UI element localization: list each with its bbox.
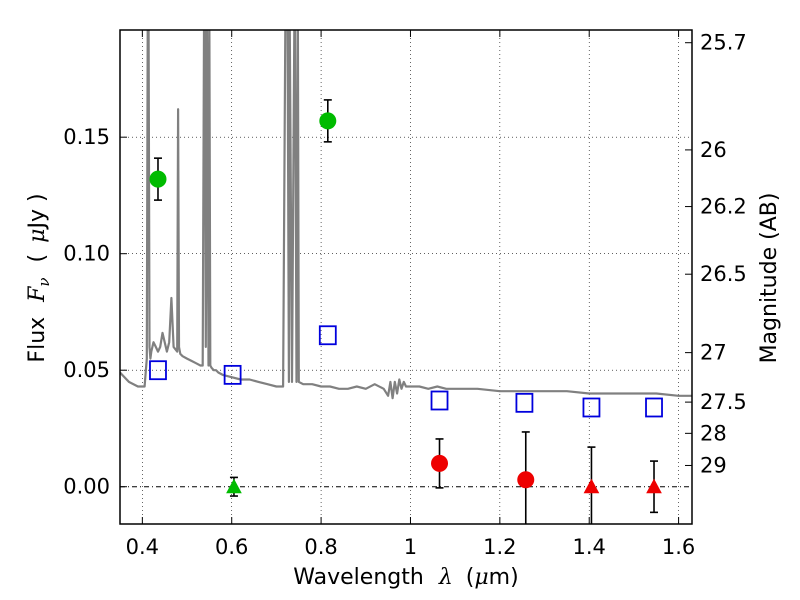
x-tick-label: 1.2 [483, 535, 516, 559]
model-flux-square [430, 390, 449, 411]
y-axis-label-text: Flux [25, 317, 50, 363]
model-flux-square [515, 392, 534, 413]
mag-tick-label: 27 [700, 341, 727, 365]
mag-tick-label: 29 [700, 453, 727, 477]
x-tick-label: 0.8 [304, 535, 337, 559]
mag-tick-label: 26 [700, 138, 727, 162]
series-layer [120, 30, 692, 524]
y-axis-label-unit-rest: Jy ) [25, 193, 50, 230]
y-axis-label: Flux Fν ( μJy ) [25, 193, 55, 362]
x-axis-label-text: Wavelength [293, 565, 424, 590]
model-flux-square [223, 364, 242, 385]
mag-tick-label: 28 [700, 421, 727, 445]
y-tick-label: 0.05 [63, 358, 110, 382]
mag-tick-label: 27.5 [700, 390, 747, 414]
y-axis-label-unit-open: ( [25, 254, 50, 263]
photometry-point [517, 471, 535, 489]
photometry-point [431, 454, 449, 472]
y-axis-label-subscript: ν [35, 277, 53, 286]
plot-frame [119, 29, 693, 525]
y-axis-label-unit-mu: μ [25, 229, 50, 243]
y-tick-label: 0.00 [63, 475, 110, 499]
y-axis-label-symbol: F [25, 286, 50, 303]
model-flux-square [582, 397, 601, 418]
plot-area [120, 30, 692, 524]
y-tick-label: 0.15 [63, 125, 110, 149]
model-flux-square [318, 325, 337, 346]
grid [120, 30, 692, 524]
y-tick-label: 0.10 [63, 242, 110, 266]
upper-limit-triangle [583, 478, 600, 494]
upper-limit-triangle [226, 478, 242, 494]
x-axis-label-unit-open: ( [466, 565, 475, 590]
photometry-point [149, 170, 167, 188]
x-tick-label: 1.4 [573, 535, 606, 559]
model-flux-square [149, 360, 167, 381]
upper-limit-triangle [646, 478, 662, 494]
photometry-point [319, 112, 337, 130]
x-axis-label-unit-rest: m) [489, 565, 519, 590]
right-axis-label: Magnitude (AB) [757, 193, 782, 364]
mag-tick-label: 26.5 [700, 262, 747, 286]
x-axis-label-unit-mu: μ [474, 565, 488, 590]
x-tick-label: 1.6 [662, 535, 695, 559]
x-axis-label: Wavelength λ (μm) [293, 565, 518, 590]
x-tick-label: 1 [404, 535, 417, 559]
x-tick-label: 0.4 [126, 535, 159, 559]
mag-tick-label: 26.2 [700, 195, 747, 219]
ticks: 0.4 0.6 0.8 1 1.2 1.4 1.6 0.00 0.05 0.10 0.15 25.7 2… [63, 30, 747, 559]
x-axis-label-symbol: λ [438, 565, 453, 590]
x-tick-label: 0.6 [215, 535, 248, 559]
model-flux-square [645, 397, 663, 418]
model-spectrum-line [120, 30, 692, 400]
mag-tick-label: 25.7 [700, 31, 747, 55]
